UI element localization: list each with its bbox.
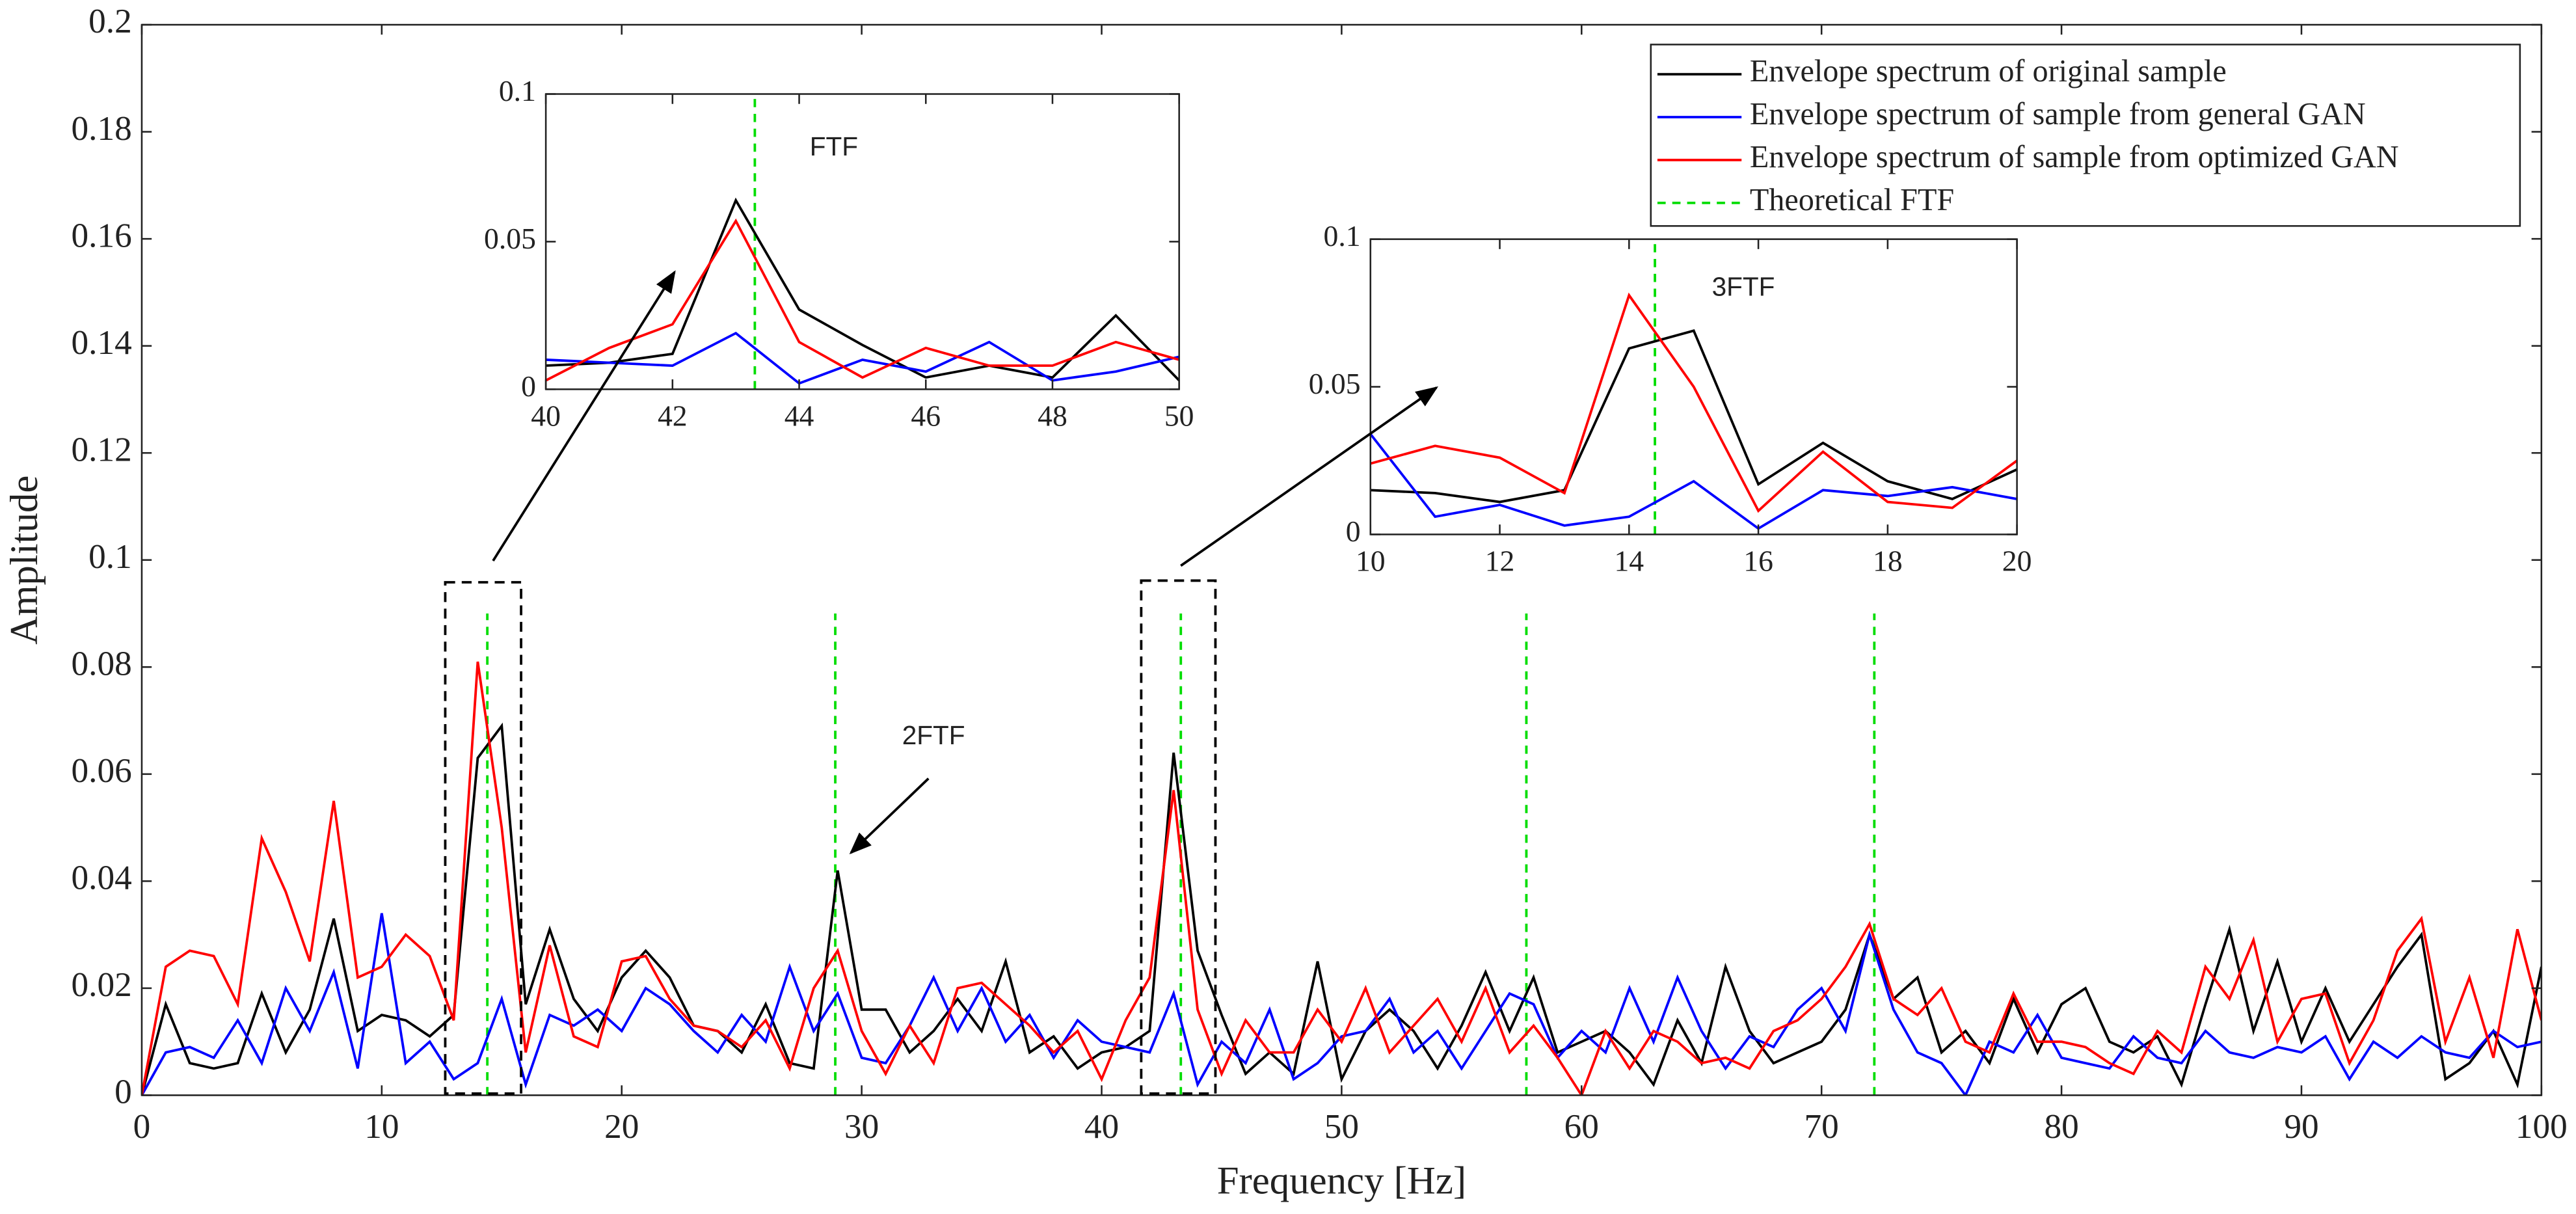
y-tick-label: 0.14 bbox=[72, 323, 132, 362]
x-tick-label: 48 bbox=[1038, 399, 1067, 432]
legend-label: Envelope spectrum of sample from optimiz… bbox=[1750, 140, 2399, 174]
y-tick-label: 0.05 bbox=[1309, 367, 1361, 400]
x-tick-label: 50 bbox=[1324, 1107, 1359, 1146]
plot-content bbox=[141, 614, 2542, 1096]
y-tick-label: 0.2 bbox=[88, 2, 132, 40]
y-axis-label: Amplitude bbox=[3, 476, 46, 645]
x-tick-label: 18 bbox=[1873, 545, 1903, 578]
x-tick-label: 16 bbox=[1743, 545, 1773, 578]
y-tick-label: 0.06 bbox=[72, 751, 132, 790]
arrow bbox=[849, 777, 930, 855]
series-line bbox=[1370, 329, 2017, 504]
y-tick-label: 0 bbox=[521, 370, 536, 403]
x-tick-label: 100 bbox=[2516, 1107, 2568, 1146]
x-tick-label: 46 bbox=[911, 399, 941, 432]
plot-area bbox=[546, 94, 1179, 390]
zoom-box bbox=[1140, 579, 1217, 1095]
series-line bbox=[546, 218, 1179, 382]
annotation: FTF bbox=[810, 131, 858, 161]
legend-label: Theoretical FTF bbox=[1750, 183, 1954, 217]
y-tick-label: 0 bbox=[114, 1073, 132, 1111]
arrow bbox=[492, 270, 676, 562]
x-tick-label: 10 bbox=[1356, 545, 1386, 578]
y-tick-label: 0.1 bbox=[499, 74, 536, 107]
x-tick-label: 20 bbox=[2002, 545, 2032, 578]
x-tick-label: 30 bbox=[844, 1107, 879, 1146]
x-tick-label: 14 bbox=[1614, 545, 1644, 578]
y-tick-label: 0.02 bbox=[72, 965, 132, 1004]
x-tick-label: 10 bbox=[364, 1107, 399, 1146]
y-tick-label: 0.18 bbox=[72, 109, 132, 148]
plot-content bbox=[546, 94, 1179, 390]
y-tick-label: 0.04 bbox=[72, 859, 132, 897]
series-line bbox=[141, 661, 2542, 1096]
series-line bbox=[1370, 432, 2017, 530]
y-tick-label: 0.16 bbox=[72, 216, 132, 254]
y-tick-label: 0.12 bbox=[72, 430, 132, 468]
x-tick-label: 80 bbox=[2044, 1107, 2078, 1146]
x-tick-label: 44 bbox=[785, 399, 814, 432]
x-tick-label: 50 bbox=[1164, 399, 1194, 432]
y-tick-label: 0.08 bbox=[72, 645, 132, 683]
legend-label: Envelope spectrum of sample from general… bbox=[1750, 97, 2366, 131]
arrow bbox=[1180, 386, 1438, 567]
y-tick-label: 0.1 bbox=[88, 537, 132, 576]
x-tick-label: 70 bbox=[1805, 1107, 1839, 1146]
axes-frame bbox=[544, 93, 1180, 390]
legend-label: Envelope spectrum of original sample bbox=[1750, 54, 2227, 88]
series-line bbox=[141, 913, 2542, 1096]
x-tick-label: 60 bbox=[1564, 1107, 1599, 1146]
series-line bbox=[141, 722, 2542, 1096]
y-tick-label: 0.1 bbox=[1324, 219, 1361, 252]
zoom-box bbox=[444, 581, 522, 1095]
x-tick-label: 40 bbox=[1084, 1107, 1119, 1146]
x-tick-label: 40 bbox=[531, 399, 561, 432]
x-tick-label: 20 bbox=[604, 1107, 639, 1146]
x-axis-label: Frequency [Hz] bbox=[1217, 1159, 1466, 1202]
series-group bbox=[1370, 239, 2017, 535]
series-group bbox=[141, 614, 2542, 1096]
series-group bbox=[546, 94, 1179, 390]
axes-frame bbox=[1369, 238, 2018, 535]
axes-frame bbox=[141, 23, 2543, 1096]
y-tick-label: 0 bbox=[1346, 515, 1361, 548]
x-tick-label: 12 bbox=[1485, 545, 1515, 578]
x-tick-label: 0 bbox=[133, 1107, 151, 1146]
annotation: 3FTF bbox=[1712, 271, 1775, 301]
x-tick-label: 90 bbox=[2284, 1107, 2318, 1146]
x-tick-label: 42 bbox=[658, 399, 688, 432]
annotation: 2FTF bbox=[902, 720, 965, 750]
series-line bbox=[546, 331, 1179, 385]
series-line bbox=[1370, 292, 2017, 513]
y-tick-label: 0.05 bbox=[484, 222, 536, 255]
plot-content bbox=[1370, 239, 2017, 535]
legend-box bbox=[1650, 44, 2521, 227]
